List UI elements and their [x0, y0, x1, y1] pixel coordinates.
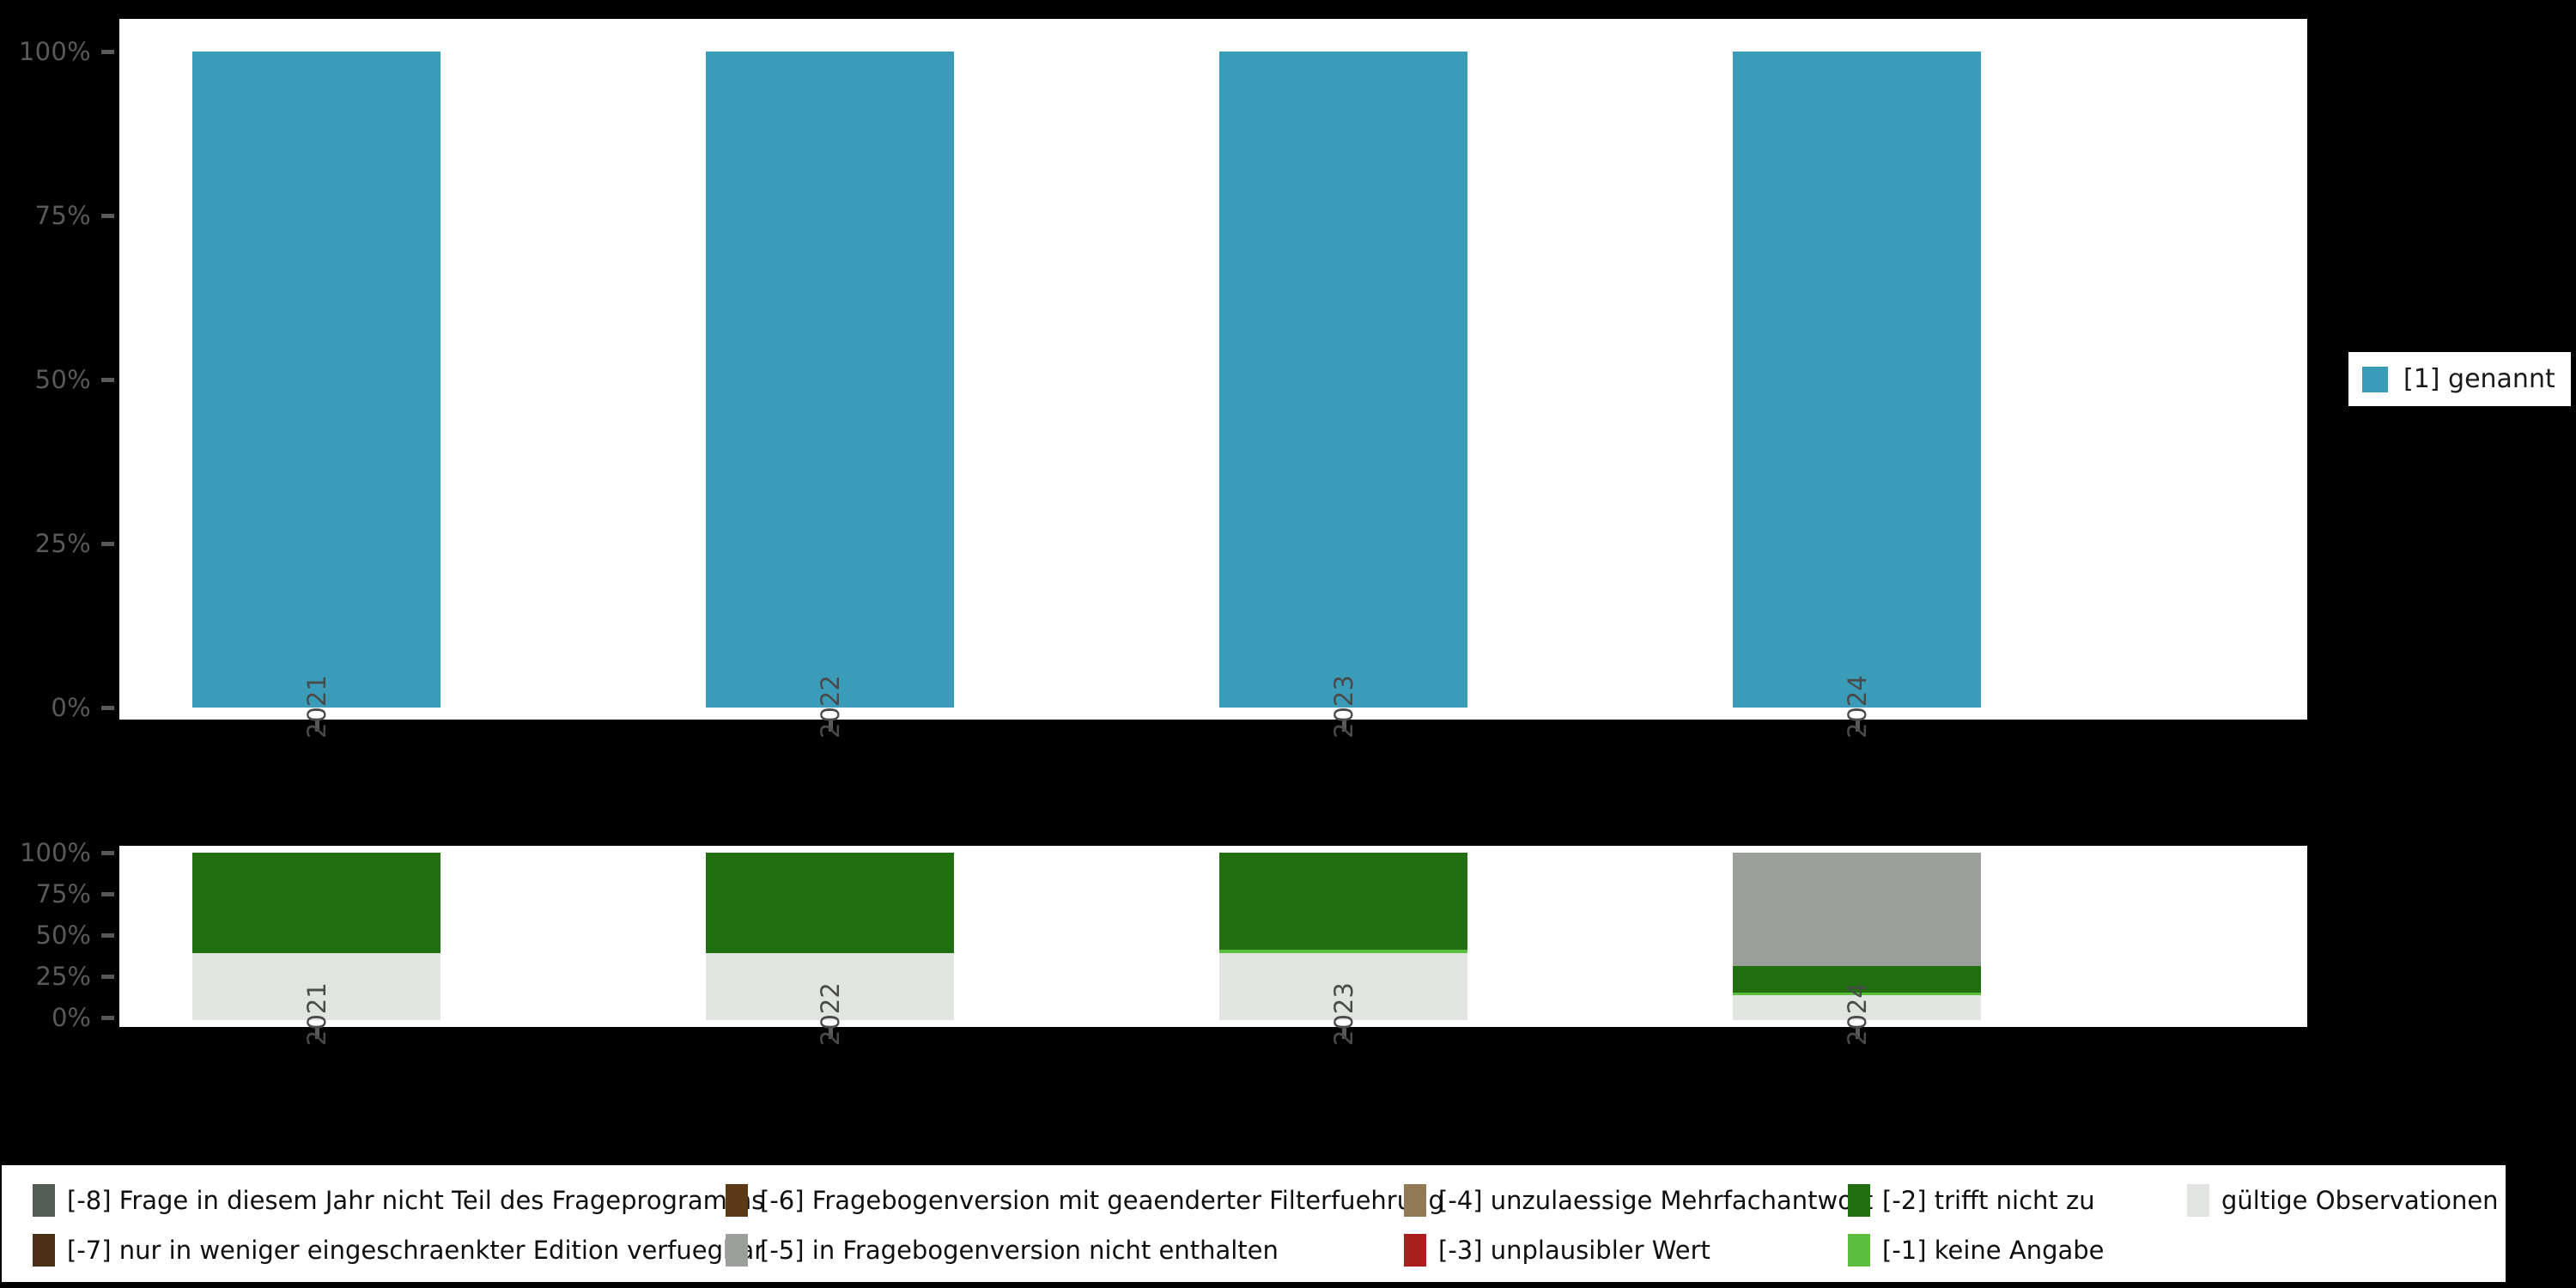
bottom-bar-segment-valid[interactable]: [706, 953, 954, 1020]
x-tick-mark-2023: [1342, 1027, 1346, 1039]
legend-item-valid: gültige Observationen: [2187, 1184, 2499, 1217]
top-bar-segment-genannt[interactable]: [192, 52, 440, 708]
x-axis-label-2024: 2024: [1843, 982, 1872, 1046]
y-tick-dash: [101, 541, 114, 546]
y-tick-dash: [101, 705, 114, 710]
y-tick-label-0: 0%: [51, 693, 91, 722]
top-chart-bars: [119, 19, 2307, 720]
bottom-bar-segment-minus1[interactable]: [1219, 950, 1467, 953]
y-tick-label-100: 100%: [20, 838, 91, 867]
y-tick-dash: [101, 1015, 114, 1020]
legend-item-minus6: [-6] Fragebogenversion mit geaenderter F…: [726, 1184, 1444, 1217]
legend-label-genannt: [1] genannt: [2403, 364, 2555, 394]
x-tick-mark-2023: [1342, 720, 1346, 732]
bottom-chart-legend: [-8] Frage in diesem Jahr nicht Teil des…: [0, 1163, 2507, 1284]
bottom-bar-2023[interactable]: [1219, 853, 1467, 1020]
x-axis-label-2024: 2024: [1843, 675, 1872, 738]
bottom-bar-2022[interactable]: [706, 853, 954, 1020]
x-tick-mark-2021: [315, 720, 319, 732]
x-tick-mark-2021: [315, 1027, 319, 1039]
legend-label-minus2: [-2] trifft nicht zu: [1882, 1186, 2095, 1215]
top-chart-x-axis: 2021 2022 2023 2024: [0, 675, 2576, 848]
bottom-bar-segment-valid[interactable]: [1733, 994, 1981, 1020]
bottom-bar-segment-valid[interactable]: [192, 953, 440, 1020]
y-tick-dash: [101, 213, 114, 218]
y-tick-dash: [101, 377, 114, 382]
y-tick-label-25: 25%: [34, 529, 91, 558]
legend-swatch-genannt: [2362, 366, 2388, 392]
x-axis-label-2021: 2021: [302, 982, 331, 1046]
x-tick-mark-2022: [829, 1027, 833, 1039]
bottom-bar-segment-minus2[interactable]: [1219, 853, 1467, 951]
y-tick-label-0: 0%: [51, 1003, 91, 1032]
legend-item-minus8: [-8] Frage in diesem Jahr nicht Teil des…: [33, 1184, 764, 1217]
legend-label-minus7: [-7] nur in weniger eingeschraenkter Edi…: [67, 1236, 765, 1265]
y-tick-dash: [101, 891, 114, 896]
legend-label-minus5: [-5] in Fragebogenversion nicht enthalte…: [760, 1236, 1279, 1265]
top-bar-segment-genannt[interactable]: [1733, 52, 1981, 708]
top-bar-2023[interactable]: [1219, 52, 1467, 708]
y-tick-label-50: 50%: [34, 365, 91, 394]
bottom-bar-segment-minus2[interactable]: [192, 853, 440, 953]
top-chart-legend: [1] genannt: [2348, 352, 2571, 406]
legend-label-minus1: [-1] keine Angabe: [1882, 1236, 2105, 1265]
legend-item-minus3: [-3] unplausibler Wert: [1404, 1234, 1710, 1267]
legend-swatch-minus6: [726, 1184, 748, 1217]
x-axis-label-2023: 2023: [1329, 675, 1358, 738]
top-chart-plot-area: [119, 19, 2307, 720]
y-tick-label-75: 75%: [34, 201, 91, 230]
legend-swatch-minus7: [33, 1234, 55, 1267]
top-bar-2021[interactable]: [192, 52, 440, 708]
x-axis-label-2022: 2022: [816, 982, 845, 1046]
bottom-chart-plot-area: [119, 846, 2307, 1027]
legend-swatch-minus2: [1848, 1184, 1870, 1217]
bottom-bar-segment-minus2[interactable]: [706, 853, 954, 953]
y-tick-label-25: 25%: [35, 962, 91, 991]
bottom-chart-x-axis: 2021 2022 2023 2024: [0, 982, 2576, 1156]
bottom-bar-segment-minus2[interactable]: [1733, 965, 1981, 993]
legend-item-minus4: [-4] unzulaessige Mehrfachantwort: [1404, 1184, 1873, 1217]
bottom-bar-2024[interactable]: [1733, 853, 1981, 1020]
legend-swatch-valid: [2187, 1184, 2209, 1217]
top-bar-segment-genannt[interactable]: [706, 52, 954, 708]
legend-swatch-minus8: [33, 1184, 55, 1217]
y-tick-dash: [101, 49, 114, 54]
x-axis-label-2022: 2022: [816, 675, 845, 738]
legend-label-valid: gültige Observationen: [2221, 1186, 2499, 1215]
y-tick-label-50: 50%: [35, 920, 91, 950]
legend-swatch-minus5: [726, 1234, 748, 1267]
x-tick-mark-2022: [829, 720, 833, 732]
top-bar-2024[interactable]: [1733, 52, 1981, 708]
legend-item-minus2: [-2] trifft nicht zu: [1848, 1184, 2095, 1217]
y-tick-label-100: 100%: [18, 37, 91, 66]
legend-label-minus3: [-3] unplausibler Wert: [1438, 1236, 1710, 1265]
x-tick-mark-2024: [1856, 1027, 1860, 1039]
y-tick-dash: [101, 933, 114, 938]
legend-item-minus5: [-5] in Fragebogenversion nicht enthalte…: [726, 1234, 1279, 1267]
bottom-bar-segment-minus1[interactable]: [1733, 992, 1981, 995]
y-tick-dash: [101, 974, 114, 979]
legend-label-minus8: [-8] Frage in diesem Jahr nicht Teil des…: [67, 1186, 765, 1215]
legend-item-minus7: [-7] nur in weniger eingeschraenkter Edi…: [33, 1234, 764, 1267]
legend-swatch-minus3: [1404, 1234, 1426, 1267]
top-bar-segment-genannt[interactable]: [1219, 52, 1467, 708]
y-tick-label-75: 75%: [35, 879, 91, 908]
legend-label-minus6: [-6] Fragebogenversion mit geaenderter F…: [760, 1186, 1444, 1215]
legend-swatch-minus1: [1848, 1234, 1870, 1267]
bottom-chart-y-axis: 100% 75% 50% 25% 0%: [0, 838, 119, 1032]
top-bar-2022[interactable]: [706, 52, 954, 708]
bottom-bar-segment-valid[interactable]: [1219, 953, 1467, 1020]
legend-item-minus1: [-1] keine Angabe: [1848, 1234, 2105, 1267]
x-axis-label-2021: 2021: [302, 675, 331, 738]
legend-swatch-minus4: [1404, 1184, 1426, 1217]
x-axis-label-2023: 2023: [1329, 982, 1358, 1046]
top-chart-y-axis: 100% 75% 50% 25% 0%: [0, 19, 119, 722]
x-tick-mark-2024: [1856, 720, 1860, 732]
bottom-bar-segment-minus5[interactable]: [1733, 853, 1981, 966]
bottom-bar-2021[interactable]: [192, 853, 440, 1020]
y-tick-dash: [101, 850, 114, 855]
legend-label-minus4: [-4] unzulaessige Mehrfachantwort: [1438, 1186, 1874, 1215]
